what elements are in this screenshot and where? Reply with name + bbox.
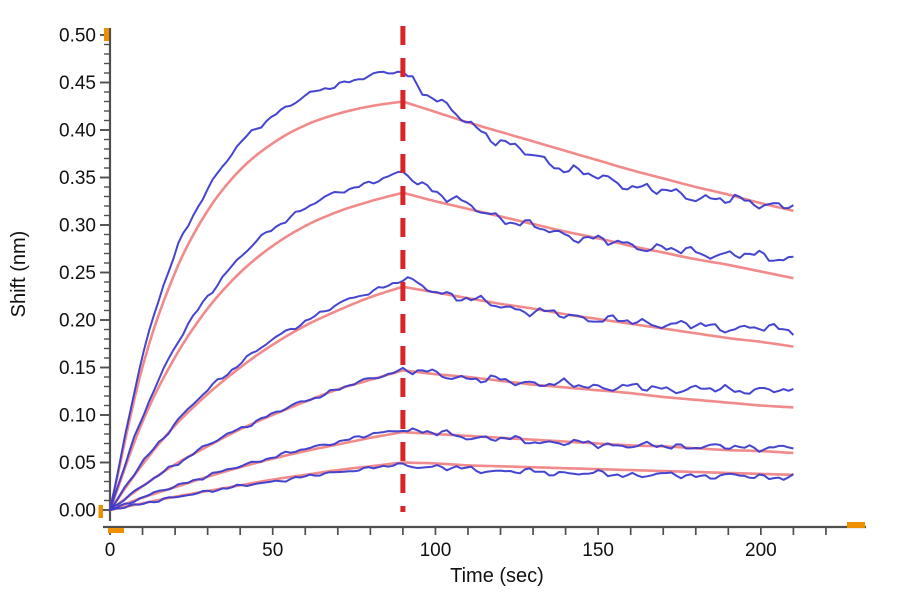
y-tick-label: 0.00 [59,501,96,522]
y-tick-label: 0.40 [59,121,96,142]
y-axis-bottom-range-marker [98,505,103,518]
data-5-measured-curve [109,427,794,511]
x-tick-label: 0 [105,540,116,561]
y-tick-label: 0.05 [59,453,96,474]
data-3-measured-curve [109,276,795,511]
y-tick-label: 0.30 [59,216,96,237]
x-tick-label: 150 [582,540,614,561]
y-tick-label: 0.25 [59,263,96,284]
y-tick-label: 0.45 [59,73,96,94]
y-tick-label: 0.35 [59,168,96,189]
x-axis-title: Time (sec) [450,565,544,587]
y-tick-label: 0.50 [59,26,96,47]
data-6-measured-curve [109,462,794,511]
data-1-measured-curve [109,70,794,510]
fit-4-fit-curve [109,369,794,512]
fit-6-fit-curve [109,461,794,512]
data-2-measured-curve [109,170,794,511]
x-axis-end-range-marker [847,522,865,528]
fit-1-fit-curve [108,100,794,511]
x-axis-start-range-marker [108,528,124,533]
y-tick-label: 0.15 [59,358,96,379]
y-tick-label: 0.10 [59,406,96,427]
y-tick-label: 0.20 [59,311,96,332]
x-tick-label: 200 [745,540,777,561]
y-axis-top-range-marker [104,28,109,41]
plot-render-root: 0 50 100 150 200 0.00 0.05 0.10 0.15 0.20 0.25 0.30… [59,26,866,561]
x-tick-label: 100 [420,540,452,561]
y-axis-title: Shift (nm) [8,231,30,318]
fit-2-fit-curve [108,191,794,511]
data-4-measured-curve [109,366,794,511]
x-tick-label: 50 [262,540,283,561]
